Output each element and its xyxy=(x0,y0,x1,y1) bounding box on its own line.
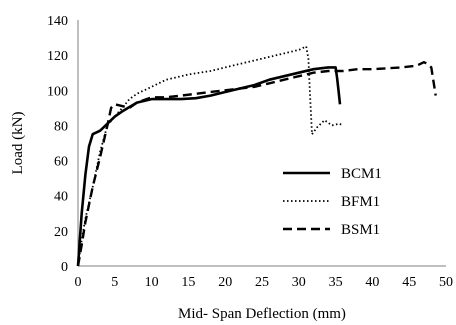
x-tick-label: 0 xyxy=(75,275,82,290)
x-tick-label: 5 xyxy=(111,275,118,290)
y-axis-label: Load (kN) xyxy=(10,112,26,175)
y-tick-label: 0 xyxy=(61,260,68,275)
x-tick-label: 25 xyxy=(255,275,269,290)
legend: BCM1 BFM1 BSM1 xyxy=(283,166,382,238)
y-tick-label: 80 xyxy=(54,119,68,134)
legend-label-bcm1: BCM1 xyxy=(341,166,382,182)
series-line-bsm1 xyxy=(76,61,437,267)
axes xyxy=(77,20,446,267)
tick-labels: 0 5 10 15 20 25 30 35 40 45 50 0 20 40 60 80 100 120 140 xyxy=(47,14,453,290)
x-tick-label: 40 xyxy=(365,275,379,290)
x-tick-label: 15 xyxy=(181,275,195,290)
y-tick-label: 100 xyxy=(47,84,68,99)
y-tick-label: 140 xyxy=(47,14,68,29)
x-tick-label: 35 xyxy=(329,275,343,290)
x-tick-label: 30 xyxy=(292,275,306,290)
series-lines xyxy=(76,45,437,267)
series-line-bfm1 xyxy=(77,45,344,267)
legend-label-bsm1: BSM1 xyxy=(341,222,380,238)
x-tick-label: 50 xyxy=(439,275,453,290)
x-tick-label: 45 xyxy=(402,275,416,290)
y-tick-label: 40 xyxy=(54,190,68,205)
x-tick-label: 20 xyxy=(218,275,232,290)
legend-label-bfm1: BFM1 xyxy=(341,194,380,210)
y-tick-label: 20 xyxy=(54,225,68,240)
y-tick-label: 60 xyxy=(54,155,68,170)
y-tick-label: 120 xyxy=(47,49,68,64)
series-line-bcm1 xyxy=(76,66,342,267)
x-axis-label: Mid- Span Deflection (mm) xyxy=(178,306,346,322)
x-tick-label: 10 xyxy=(145,275,159,290)
